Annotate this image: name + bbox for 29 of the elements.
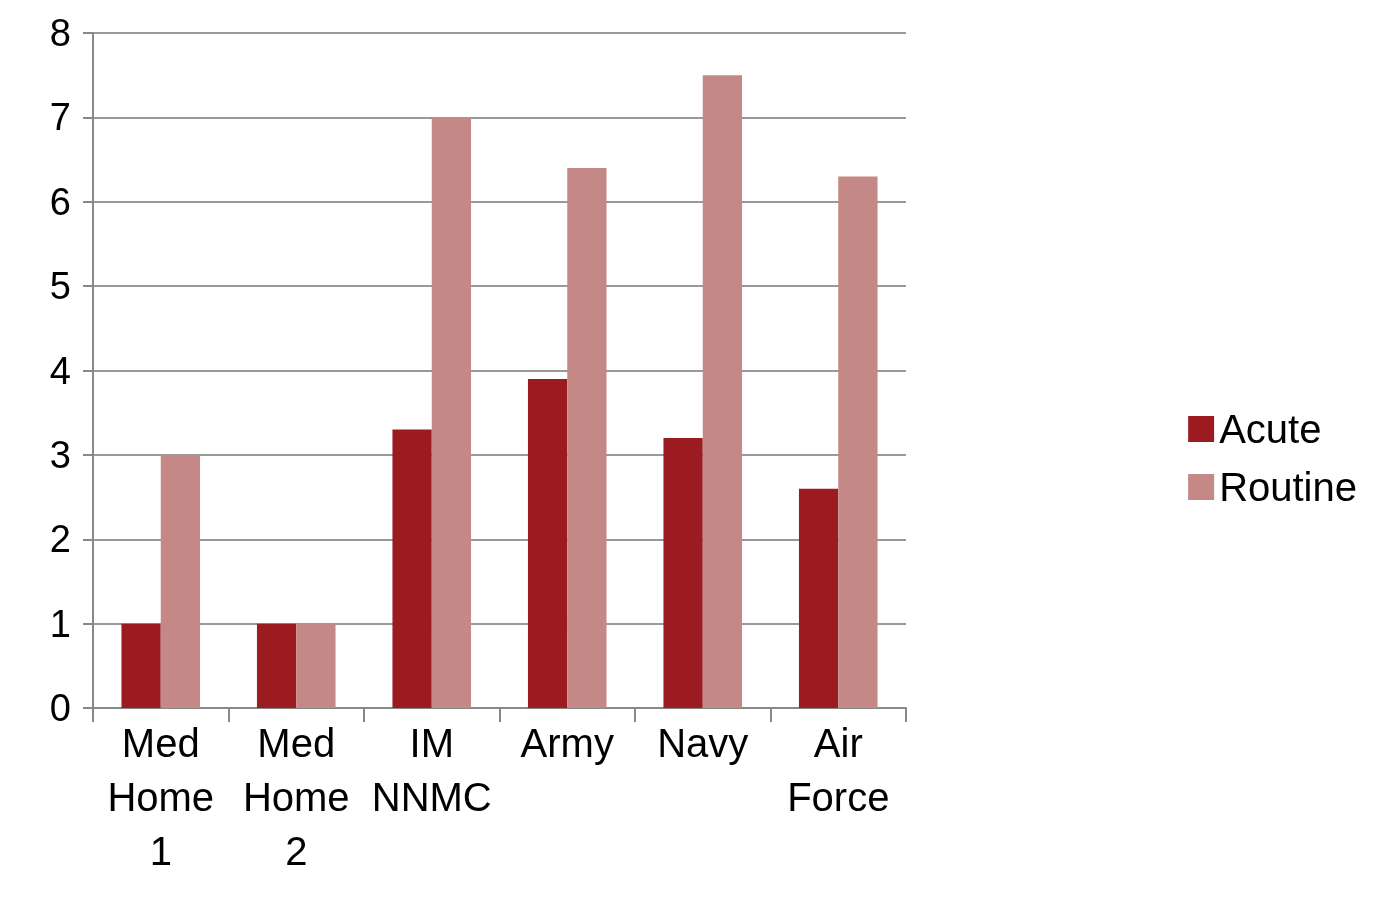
bar	[160, 454, 201, 708]
bar	[798, 488, 839, 708]
y-tick-label: 4	[49, 349, 71, 392]
y-tick-label: 8	[49, 12, 71, 54]
bar	[663, 438, 703, 708]
y-tick-label: 5	[49, 265, 71, 308]
bar	[431, 117, 472, 708]
x-tick-label: Army	[520, 721, 614, 765]
legend-label: Routine	[1219, 465, 1357, 509]
legend-label: Acute	[1219, 407, 1322, 451]
y-tick-label: 0	[49, 687, 71, 729]
x-tick-label: Navy	[657, 721, 749, 765]
x-tick-label: Med Home 2	[242, 721, 350, 873]
bar	[527, 378, 568, 708]
bar	[838, 176, 878, 708]
bar	[567, 168, 607, 708]
bar	[392, 429, 432, 708]
x-tick-label: Med Home 1	[107, 721, 215, 873]
bar	[256, 623, 297, 708]
bar	[702, 75, 743, 708]
y-tick-label: 2	[49, 518, 71, 561]
y-tick-label: 1	[49, 602, 71, 645]
y-tick-label: 6	[49, 180, 71, 223]
x-tick-label: IM NNMC	[371, 721, 492, 819]
y-tick-label: 3	[49, 433, 71, 476]
x-tick-label: Air Force	[787, 721, 890, 819]
bar	[296, 623, 336, 708]
y-tick-label: 7	[49, 96, 71, 139]
bar	[121, 623, 161, 708]
